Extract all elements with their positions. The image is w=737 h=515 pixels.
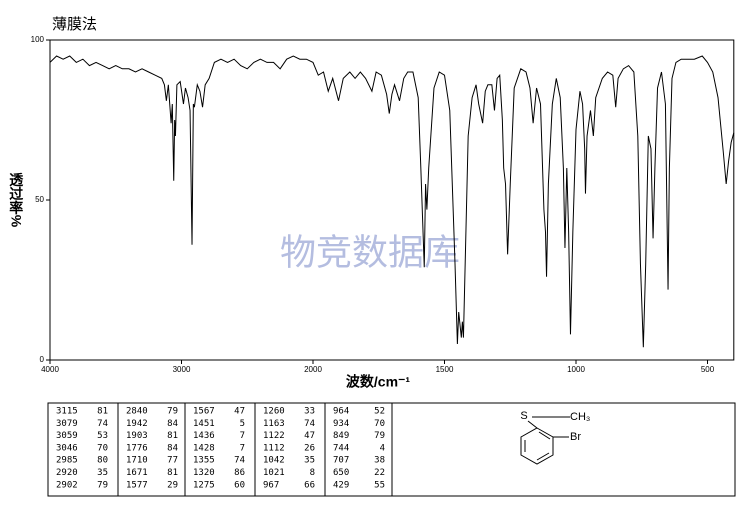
peak-transmittance: 52 xyxy=(374,407,385,417)
peak-transmittance: 84 xyxy=(167,419,178,429)
peak-wavenumber: 707 xyxy=(333,456,349,466)
peak-wavenumber: 650 xyxy=(333,468,349,478)
peak-transmittance: 60 xyxy=(234,480,245,490)
peak-wavenumber: 2840 xyxy=(126,407,148,417)
peak-wavenumber: 2902 xyxy=(56,480,78,490)
peak-transmittance: 74 xyxy=(97,419,108,429)
peak-wavenumber: 1710 xyxy=(126,456,148,466)
peak-transmittance: 66 xyxy=(304,480,315,490)
peak-transmittance: 77 xyxy=(167,456,178,466)
watermark: 物竞数据库 xyxy=(280,232,460,273)
peak-transmittance: 81 xyxy=(167,431,178,441)
peak-transmittance: 74 xyxy=(234,456,245,466)
atom-label: Br xyxy=(570,431,581,443)
peak-transmittance: 84 xyxy=(167,443,178,453)
peak-wavenumber: 1122 xyxy=(263,431,285,441)
peak-wavenumber: 1436 xyxy=(193,431,215,441)
peak-wavenumber: 3079 xyxy=(56,419,78,429)
peak-wavenumber: 1042 xyxy=(263,456,285,466)
y-tick-label: 50 xyxy=(35,195,44,204)
atom-label: S xyxy=(520,410,527,422)
peak-wavenumber: 967 xyxy=(263,480,279,490)
peak-transmittance: 38 xyxy=(374,456,385,466)
peak-transmittance: 4 xyxy=(380,443,385,453)
peak-wavenumber: 1275 xyxy=(193,480,215,490)
x-tick-label: 2000 xyxy=(304,365,322,374)
peak-wavenumber: 1451 xyxy=(193,419,215,429)
peak-transmittance: 74 xyxy=(304,419,315,429)
peak-transmittance: 7 xyxy=(240,431,245,441)
peak-wavenumber: 964 xyxy=(333,407,349,417)
peak-transmittance: 79 xyxy=(167,407,178,417)
peak-transmittance: 79 xyxy=(97,480,108,490)
peak-wavenumber: 849 xyxy=(333,431,349,441)
peak-wavenumber: 1671 xyxy=(126,468,148,478)
peak-wavenumber: 2985 xyxy=(56,456,78,466)
peak-wavenumber: 1577 xyxy=(126,480,148,490)
peak-wavenumber: 1567 xyxy=(193,407,215,417)
peak-transmittance: 70 xyxy=(97,443,108,453)
peak-wavenumber: 3115 xyxy=(56,407,78,417)
spectrum-line xyxy=(49,55,735,348)
x-tick-label: 3000 xyxy=(173,365,191,374)
chart-title: 薄膜法 xyxy=(52,16,97,33)
peak-wavenumber: 1112 xyxy=(263,443,285,453)
x-tick-label: 4000 xyxy=(41,365,59,374)
peak-wavenumber: 744 xyxy=(333,443,349,453)
peak-transmittance: 35 xyxy=(97,468,108,478)
peak-transmittance: 79 xyxy=(374,431,385,441)
peak-wavenumber: 1428 xyxy=(193,443,215,453)
peak-transmittance: 55 xyxy=(374,480,385,490)
peak-transmittance: 8 xyxy=(310,468,315,478)
peak-transmittance: 80 xyxy=(97,456,108,466)
peak-wavenumber: 1942 xyxy=(126,419,148,429)
peak-transmittance: 81 xyxy=(97,407,108,417)
peak-wavenumber: 1163 xyxy=(263,419,285,429)
peak-wavenumber: 934 xyxy=(333,419,349,429)
plot-frame xyxy=(49,39,735,361)
peak-transmittance: 29 xyxy=(167,480,178,490)
y-tick-label: 0 xyxy=(40,355,45,364)
peak-wavenumber: 429 xyxy=(333,480,349,490)
x-tick-label: 500 xyxy=(701,365,715,374)
peak-transmittance: 47 xyxy=(234,407,245,417)
x-axis-label: 波数/cm⁻¹ xyxy=(346,374,411,390)
peak-wavenumber: 1903 xyxy=(126,431,148,441)
peak-transmittance: 81 xyxy=(167,468,178,478)
peak-transmittance: 70 xyxy=(374,419,385,429)
peak-wavenumber: 3059 xyxy=(56,431,78,441)
peak-wavenumber: 1355 xyxy=(193,456,215,466)
peak-wavenumber: 1021 xyxy=(263,468,285,478)
peak-transmittance: 33 xyxy=(304,407,315,417)
x-tick-label: 1000 xyxy=(567,365,585,374)
peak-transmittance: 53 xyxy=(97,431,108,441)
peak-transmittance: 5 xyxy=(240,419,245,429)
peak-transmittance: 26 xyxy=(304,443,315,453)
benzene-ring xyxy=(520,416,570,465)
peak-transmittance: 7 xyxy=(240,443,245,453)
table-dividers xyxy=(117,403,393,496)
peak-wavenumber: 1260 xyxy=(263,407,285,417)
y-tick-label: 100 xyxy=(31,35,45,44)
peak-transmittance: 86 xyxy=(234,468,245,478)
peak-wavenumber: 3046 xyxy=(56,443,78,453)
peak-transmittance: 22 xyxy=(374,468,385,478)
x-tick-label: 1500 xyxy=(436,365,454,374)
y-axis-label: 透过率% xyxy=(8,173,24,228)
atom-label: CH₃ xyxy=(570,411,590,423)
peak-transmittance: 35 xyxy=(304,456,315,466)
peak-wavenumber: 1320 xyxy=(193,468,215,478)
peak-wavenumber: 2920 xyxy=(56,468,78,478)
peak-transmittance: 47 xyxy=(304,431,315,441)
peak-wavenumber: 1776 xyxy=(126,443,148,453)
